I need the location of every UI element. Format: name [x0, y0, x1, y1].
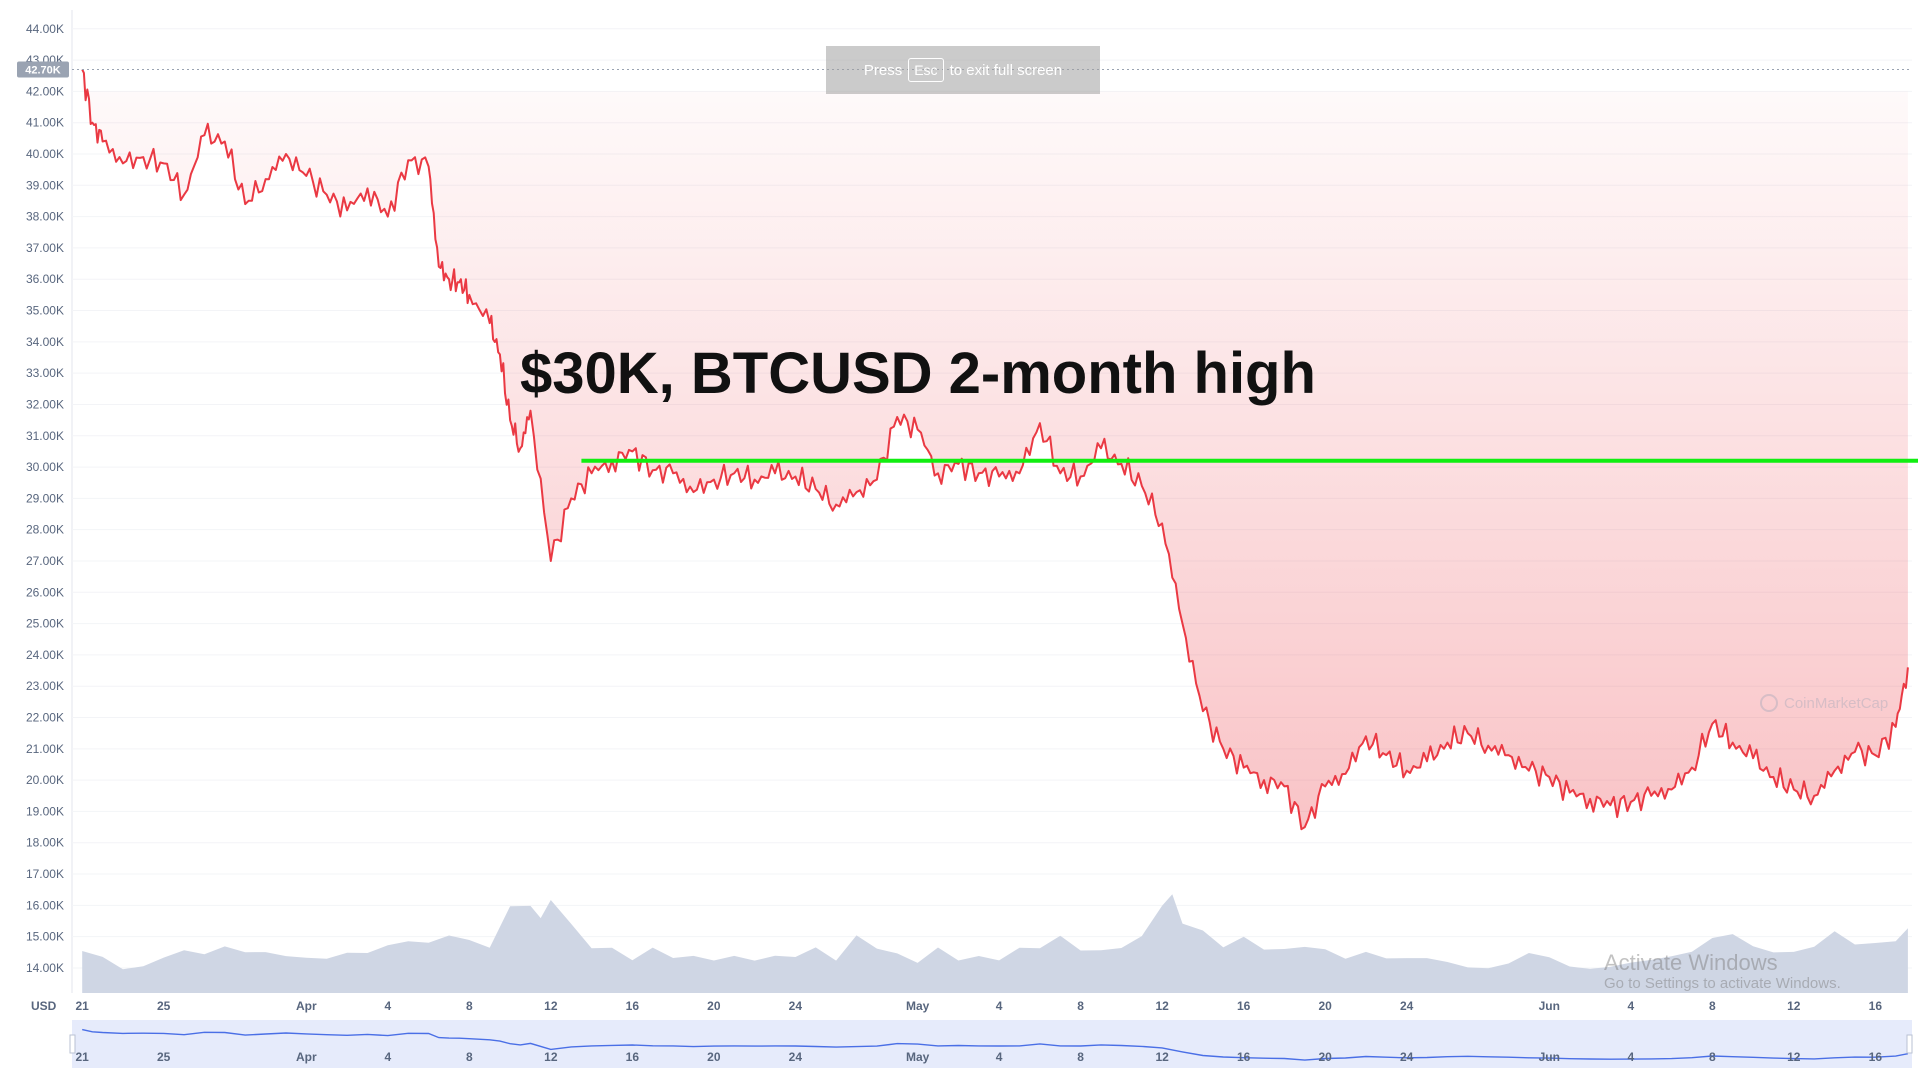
- y-tick-label: 30.00K: [26, 460, 64, 474]
- y-tick-label: 32.00K: [26, 397, 64, 411]
- brand-watermark: CoinMarketCap: [1760, 694, 1888, 712]
- y-tick-label: 19.00K: [26, 804, 64, 818]
- range-navigator[interactable]: 21 25 Apr 4 8 12 16 20 24 May 4 8 12 16 20 24 Jun 4 8 12 16: [69, 1020, 1913, 1068]
- volume-area: [82, 894, 1908, 993]
- chart-annotation: $30K, BTCUSD 2-month high: [520, 341, 1316, 406]
- y-tick-label: 27.00K: [26, 554, 64, 568]
- y-tick-label: 26.00K: [26, 585, 64, 599]
- y-tick-label: 44.00K: [26, 22, 64, 36]
- x-axis: 21 25 Apr 4 8 12 16 20 24 May 4 8 12 16 20 24 Jun 4 8 12 16: [76, 999, 1883, 1013]
- x-tick-label: 16: [1869, 999, 1883, 1013]
- y-tick-label: 29.00K: [26, 491, 64, 505]
- fullscreen-hint-after: to exit full screen: [949, 61, 1063, 79]
- navigator-tick-label: 21: [76, 1050, 90, 1064]
- x-tick-label: 12: [1787, 999, 1801, 1013]
- fullscreen-hint: Press Esc to exit full screen: [826, 46, 1100, 94]
- x-tick-label: 8: [1077, 999, 1084, 1013]
- brand-logo-icon: [1760, 694, 1778, 712]
- x-tick-label: Apr: [296, 999, 317, 1013]
- y-tick-label: 40.00K: [26, 147, 64, 161]
- navigator-right-handle[interactable]: [1906, 1034, 1913, 1054]
- activate-windows-subtitle: Go to Settings to activate Windows.: [1604, 975, 1841, 992]
- navigator-tick-label: 20: [707, 1050, 721, 1064]
- x-tick-label: 4: [384, 999, 391, 1013]
- x-tick-label: 25: [157, 999, 171, 1013]
- navigator-background[interactable]: [72, 1020, 1912, 1068]
- y-axis: 44.00K43.00K42.00K41.00K40.00K39.00K38.0…: [26, 22, 64, 975]
- y-tick-label: 34.00K: [26, 335, 64, 349]
- navigator-tick-label: 8: [466, 1050, 473, 1064]
- x-tick-label: 8: [466, 999, 473, 1013]
- navigator-tick-label: Apr: [296, 1050, 317, 1064]
- currency-label: USD: [31, 999, 57, 1013]
- y-tick-label: 35.00K: [26, 304, 64, 318]
- navigator-tick-label: May: [906, 1050, 930, 1064]
- navigator-tick-label: 24: [1400, 1050, 1414, 1064]
- y-tick-label: 20.00K: [26, 773, 64, 787]
- x-tick-label: 24: [789, 999, 803, 1013]
- x-tick-label: 21: [76, 999, 90, 1013]
- y-tick-label: 21.00K: [26, 742, 64, 756]
- navigator-tick-label: 16: [1869, 1050, 1883, 1064]
- y-tick-label: 42.00K: [26, 84, 64, 98]
- esc-key-icon: Esc: [908, 58, 944, 82]
- y-tick-label: 24.00K: [26, 648, 64, 662]
- y-tick-label: 38.00K: [26, 210, 64, 224]
- x-tick-label: 12: [1155, 999, 1169, 1013]
- y-tick-label: 15.00K: [26, 930, 64, 944]
- price-area-fill: [82, 69, 1908, 830]
- navigator-tick-label: 4: [996, 1050, 1003, 1064]
- x-tick-label: 4: [996, 999, 1003, 1013]
- navigator-tick-label: 12: [544, 1050, 558, 1064]
- fullscreen-hint-before: Press: [863, 61, 903, 79]
- current-price-badge: [17, 61, 69, 78]
- navigator-x-axis: 21 25 Apr 4 8 12 16 20 24 May 4 8 12 16 20 24 Jun 4 8 12 16: [76, 1050, 1883, 1064]
- x-tick-label: 4: [1627, 999, 1634, 1013]
- y-tick-label: 39.00K: [26, 178, 64, 192]
- navigator-tick-label: 24: [789, 1050, 803, 1064]
- y-tick-label: 14.00K: [26, 961, 64, 975]
- navigator-tick-label: 8: [1077, 1050, 1084, 1064]
- y-tick-label: 17.00K: [26, 867, 64, 881]
- y-tick-label: 31.00K: [26, 429, 64, 443]
- y-tick-label: 36.00K: [26, 272, 64, 286]
- x-tick-label: 20: [707, 999, 721, 1013]
- navigator-tick-label: 4: [384, 1050, 391, 1064]
- x-tick-label: May: [906, 999, 930, 1013]
- navigator-tick-label: 12: [1787, 1050, 1801, 1064]
- y-tick-label: 33.00K: [26, 366, 64, 380]
- y-tick-label: 41.00K: [26, 116, 64, 130]
- y-tick-label: 28.00K: [26, 523, 64, 537]
- x-tick-label: 16: [626, 999, 640, 1013]
- price-line: [81, 69, 1909, 831]
- x-tick-label: 16: [1237, 999, 1251, 1013]
- navigator-tick-label: 4: [1627, 1050, 1634, 1064]
- navigator-tick-label: 12: [1155, 1050, 1169, 1064]
- x-tick-label: 8: [1709, 999, 1716, 1013]
- navigator-tick-label: 16: [626, 1050, 640, 1064]
- navigator-left-handle[interactable]: [69, 1034, 76, 1054]
- y-tick-label: 16.00K: [26, 898, 64, 912]
- x-tick-label: Jun: [1539, 999, 1560, 1013]
- navigator-tick-label: 16: [1237, 1050, 1251, 1064]
- x-tick-label: 20: [1318, 999, 1332, 1013]
- y-tick-label: 37.00K: [26, 241, 64, 255]
- y-tick-label: 18.00K: [26, 836, 64, 850]
- current-price-label: 42.70K: [25, 64, 61, 76]
- y-tick-label: 22.00K: [26, 711, 64, 725]
- navigator-line: [82, 1028, 1909, 1061]
- brand-watermark-text: CoinMarketCap: [1784, 694, 1889, 712]
- y-tick-label: 25.00K: [26, 617, 64, 631]
- navigator-tick-label: Jun: [1539, 1050, 1560, 1064]
- x-tick-label: 24: [1400, 999, 1414, 1013]
- navigator-tick-label: 8: [1709, 1050, 1716, 1064]
- activate-windows-title: Activate Windows: [1604, 950, 1778, 975]
- navigator-tick-label: 20: [1318, 1050, 1332, 1064]
- navigator-tick-label: 25: [157, 1050, 171, 1064]
- x-tick-label: 12: [544, 999, 558, 1013]
- y-tick-label: 23.00K: [26, 679, 64, 693]
